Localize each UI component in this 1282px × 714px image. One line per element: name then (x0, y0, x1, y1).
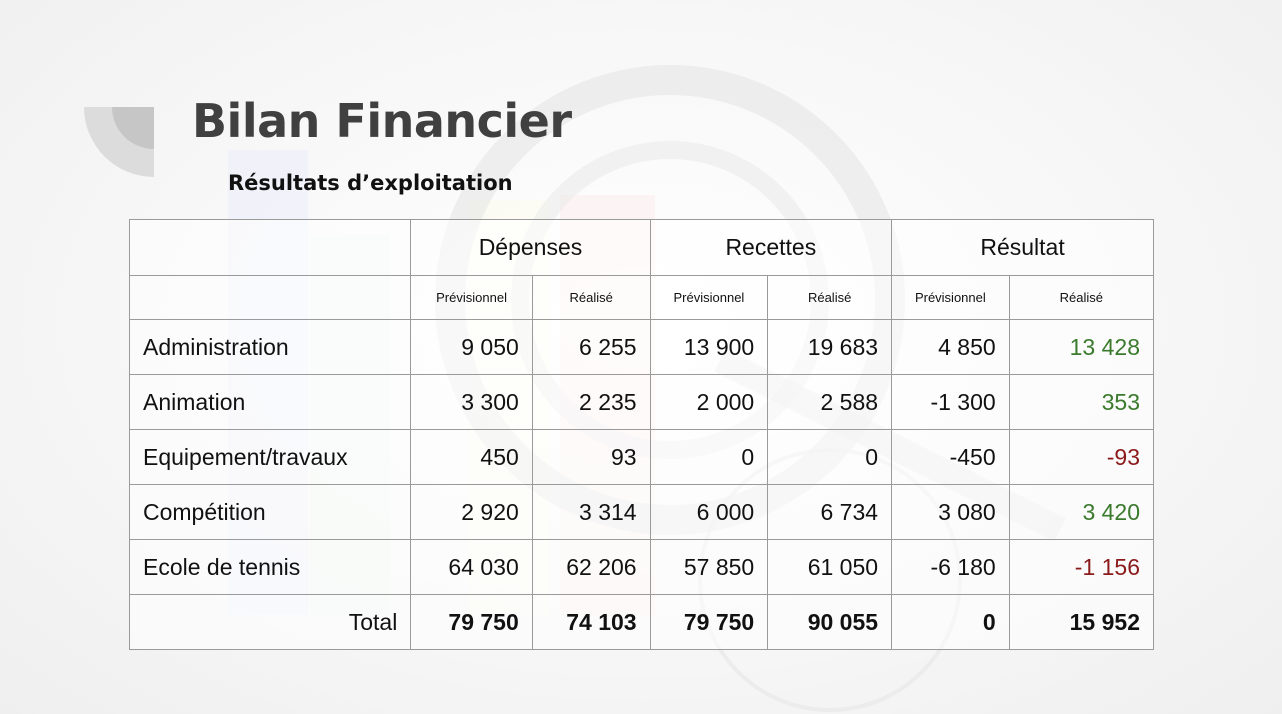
subheader-cell: Réalisé (767, 275, 893, 320)
group-header-resultat: Résultat (891, 219, 1154, 276)
subheader-cell: Prévisionnel (649, 275, 769, 320)
value-cell: 9 050 (410, 319, 533, 375)
value-cell: 3 080 (891, 484, 1010, 540)
row-label: Administration (128, 319, 412, 375)
value-cell: -450 (891, 429, 1010, 485)
result-realise-cell: -93 (1008, 429, 1155, 485)
subheader-cell: Réalisé (531, 275, 651, 320)
value-cell: 4 850 (891, 319, 1010, 375)
total-value-cell: 15 952 (1008, 594, 1155, 650)
value-cell: 3 300 (410, 374, 533, 430)
value-cell: 450 (410, 429, 533, 485)
corner-decoration-icon (84, 107, 154, 177)
value-cell: 2 000 (649, 374, 769, 430)
total-value-cell: 79 750 (410, 594, 533, 650)
result-realise-cell: -1 156 (1008, 539, 1155, 595)
value-cell: 13 900 (649, 319, 769, 375)
row-label: Compétition (128, 484, 412, 540)
subheader-row: Prévisionnel Réalisé Prévisionnel Réalis… (128, 275, 1155, 320)
value-cell: -1 300 (891, 374, 1010, 430)
value-cell: 0 (767, 429, 893, 485)
page-title: Bilan Financier (192, 94, 572, 148)
table-row: Equipement/travaux 450 93 0 0 -450 -93 (128, 429, 1155, 485)
result-realise-cell: 353 (1008, 374, 1155, 430)
total-value-cell: 90 055 (767, 594, 893, 650)
total-value-cell: 74 103 (531, 594, 651, 650)
total-value-cell: 79 750 (649, 594, 769, 650)
value-cell: 2 235 (531, 374, 651, 430)
empty-header-cell (128, 219, 412, 276)
page-subtitle: Résultats d’exploitation (228, 171, 513, 195)
value-cell: -6 180 (891, 539, 1010, 595)
subheader-cell: Prévisionnel (891, 275, 1010, 320)
table-row: Administration 9 050 6 255 13 900 19 683… (128, 319, 1155, 375)
table-row: Animation 3 300 2 235 2 000 2 588 -1 300… (128, 374, 1155, 430)
value-cell: 93 (531, 429, 651, 485)
result-realise-cell: 3 420 (1008, 484, 1155, 540)
total-row: Total 79 750 74 103 79 750 90 055 0 15 9… (128, 594, 1155, 650)
result-realise-cell: 13 428 (1008, 319, 1155, 375)
value-cell: 19 683 (767, 319, 893, 375)
value-cell: 0 (649, 429, 769, 485)
subheader-cell: Prévisionnel (410, 275, 533, 320)
subheader-cell: Réalisé (1008, 275, 1155, 320)
value-cell: 57 850 (649, 539, 769, 595)
value-cell: 6 000 (649, 484, 769, 540)
value-cell: 2 588 (767, 374, 893, 430)
value-cell: 62 206 (531, 539, 651, 595)
empty-subheader-cell (128, 275, 412, 320)
table-row: Compétition 2 920 3 314 6 000 6 734 3 08… (128, 484, 1155, 540)
row-label: Equipement/travaux (128, 429, 412, 485)
group-header-recettes: Recettes (649, 219, 893, 276)
group-header-row: Dépenses Recettes Résultat (128, 219, 1154, 276)
financial-table: Dépenses Recettes Résultat Prévisionnel … (128, 219, 1155, 650)
row-label: Ecole de tennis (128, 539, 412, 595)
value-cell: 6 734 (767, 484, 893, 540)
row-label: Animation (128, 374, 412, 430)
value-cell: 2 920 (410, 484, 533, 540)
value-cell: 3 314 (531, 484, 651, 540)
group-header-depenses: Dépenses (410, 219, 651, 276)
table-row: Ecole de tennis 64 030 62 206 57 850 61 … (128, 539, 1155, 595)
total-value-cell: 0 (891, 594, 1010, 650)
value-cell: 64 030 (410, 539, 533, 595)
value-cell: 6 255 (531, 319, 651, 375)
total-label: Total (128, 594, 412, 650)
value-cell: 61 050 (767, 539, 893, 595)
